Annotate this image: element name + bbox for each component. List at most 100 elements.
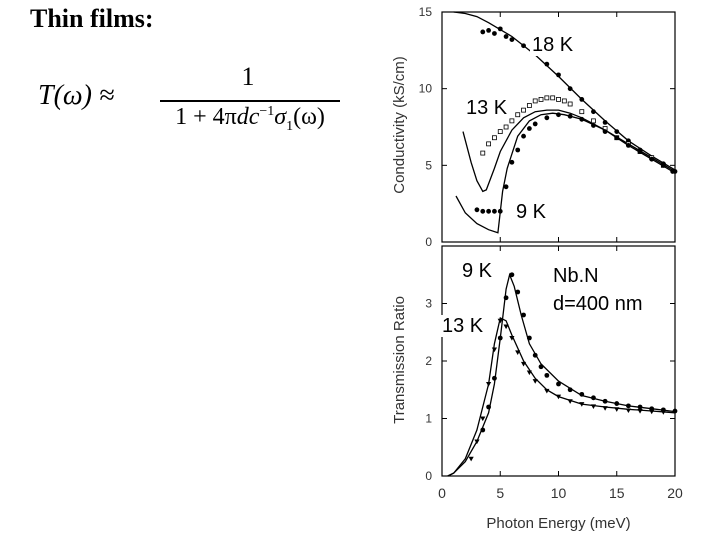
conductivity-data-point-13k: [544, 95, 550, 101]
denominator-exponent: −1: [259, 104, 275, 119]
transmission-annotation-bg: [551, 293, 635, 315]
conductivity-data-point-9k: [515, 147, 521, 153]
transmission-data-point-13k: [590, 404, 597, 410]
transmission-data-point-9k: [509, 272, 515, 278]
conductivity-data-point-13k: [515, 112, 521, 118]
formula-lhs: T(ω) ≈: [38, 80, 115, 111]
transmission-data-point-13k: [491, 347, 498, 353]
transmission-data-point-13k: [602, 406, 608, 411]
transmission-ytick-label: 3: [425, 297, 432, 311]
conductivity-annotation: 9 K: [516, 201, 547, 223]
conductivity-data-point-9k: [521, 133, 526, 139]
conductivity-data-point-13k: [492, 135, 497, 141]
conductivity-data-point-9k: [474, 207, 480, 213]
denominator-sigma: σ: [274, 104, 287, 130]
conductivity-data-point-18k: [579, 97, 585, 102]
conductivity-data-point-13k: [591, 118, 596, 124]
conductivity-data-point-9k: [544, 115, 550, 121]
conductivity-data-point-9k: [579, 116, 585, 122]
conductivity-data-point-9k: [649, 156, 655, 162]
transmission-data-point-13k: [579, 402, 585, 407]
transmission-annotation-bg: [551, 265, 595, 287]
chart-figure: 0 5 10 15 Conductivity (kS/cm) 18 K 13 K 9 K 0 1 2…: [391, 5, 683, 532]
transmission-ytick-label: 1: [425, 412, 432, 426]
transmission-annotation: d=400 nm: [553, 293, 643, 315]
transmission-series-line-13k: [447, 316, 676, 477]
transmission-annotation-bg: [440, 315, 484, 337]
conductivity-data-point-9k: [497, 208, 503, 214]
transmission-data-point-9k: [521, 312, 526, 318]
transmission-data-point-9k: [486, 404, 491, 410]
transmission-data-point-13k: [503, 324, 509, 330]
conductivity-data-point-18k: [602, 120, 608, 125]
conductivity-data-point-18k: [497, 26, 503, 32]
conductivity-data-point-13k: [526, 103, 532, 108]
transmission-data-point-9k: [492, 375, 497, 381]
transmission-annotation: Nb.N: [553, 265, 599, 287]
transmission-data-point-13k: [637, 409, 643, 414]
transmission-data-point-9k: [480, 427, 486, 433]
conductivity-data-point-18k: [567, 86, 573, 92]
conductivity-data-point-9k: [526, 126, 532, 131]
denominator-vars: dc: [236, 104, 260, 130]
conductivity-data-point-9k: [591, 123, 596, 128]
transmission-xtick-label: 5: [496, 485, 504, 501]
denominator-prefix: 1 + 4π: [175, 104, 237, 130]
transmission-data-point-13k: [660, 410, 666, 415]
slide-title: Thin films:: [30, 4, 154, 33]
transmission-data-point-13k: [486, 382, 492, 387]
transmission-data-point-9k: [637, 404, 643, 410]
conductivity-data-point-18k: [503, 34, 509, 39]
transmission-xtick-label: 10: [551, 485, 567, 501]
conductivity-yaxis-label: Conductivity (kS/cm): [391, 56, 408, 194]
transmission-xaxis-label: Photon Energy (meV): [486, 515, 630, 532]
transmission-data-point-13k: [480, 416, 486, 422]
conductivity-data-point-9k: [509, 159, 515, 165]
transmission-data-point-13k: [468, 456, 474, 462]
transmission-data-point-13k: [474, 439, 480, 445]
transmission-xtick-label: 15: [609, 485, 625, 501]
conductivity-annotation-bg: [464, 97, 508, 119]
transmission-data-point-9k: [526, 335, 532, 341]
conductivity-data-point-13k: [480, 150, 486, 156]
transmission-data-point-13k: [520, 361, 527, 367]
transmission-data-point-13k: [515, 350, 521, 355]
fraction-bar: [160, 100, 340, 102]
transmission-data-point-13k: [544, 388, 550, 394]
transmission-data-point-13k: [614, 407, 620, 412]
conductivity-data-point-13k: [538, 97, 544, 102]
conductivity-data-point-9k: [567, 113, 573, 119]
transmission-data-point-13k: [625, 408, 631, 414]
conductivity-ytick-label: 10: [419, 82, 433, 96]
conductivity-ytick-label: 5: [425, 158, 432, 172]
denominator-subscript: 1: [286, 118, 294, 134]
formula-denominator: 1 + 4πdc−1σ1(ω): [160, 104, 340, 135]
conductivity-data-point-9k: [672, 169, 678, 174]
conductivity-data-point-18k: [509, 37, 515, 42]
transmission-data-point-13k: [509, 336, 515, 341]
conductivity-data-point-9k: [637, 149, 643, 154]
transmission-data-point-9k: [614, 401, 620, 406]
conductivity-data-point-9k: [660, 162, 666, 168]
transmission-data-point-9k: [544, 372, 550, 378]
conductivity-annotation-bg: [514, 201, 548, 223]
conductivity-data-point-13k: [509, 118, 515, 124]
conductivity-data-point-9k: [626, 143, 631, 148]
transmission-data-point-13k: [567, 399, 573, 404]
transmission-annotation-bg: [460, 260, 494, 282]
transmission-data-point-9k: [515, 289, 521, 295]
conductivity-data-point-13k: [550, 95, 556, 101]
transmission-data-point-13k: [497, 318, 503, 324]
transmission-data-point-9k: [556, 381, 561, 387]
conductivity-data-point-18k: [480, 29, 486, 35]
transmission-annotation: 13 K: [442, 315, 484, 337]
conductivity-data-point-13k: [567, 101, 573, 107]
conductivity-ytick-label: 0: [425, 235, 432, 249]
conductivity-data-point-9k: [480, 208, 486, 214]
transmission-data-point-9k: [626, 403, 631, 409]
conductivity-data-point-9k: [556, 112, 561, 118]
conductivity-data-point-18k: [556, 72, 561, 78]
transmission-yaxis-label: Transmission Ratio: [391, 296, 408, 424]
transmission-data-point-13k: [526, 370, 532, 376]
transmission-data-point-9k: [532, 352, 538, 358]
